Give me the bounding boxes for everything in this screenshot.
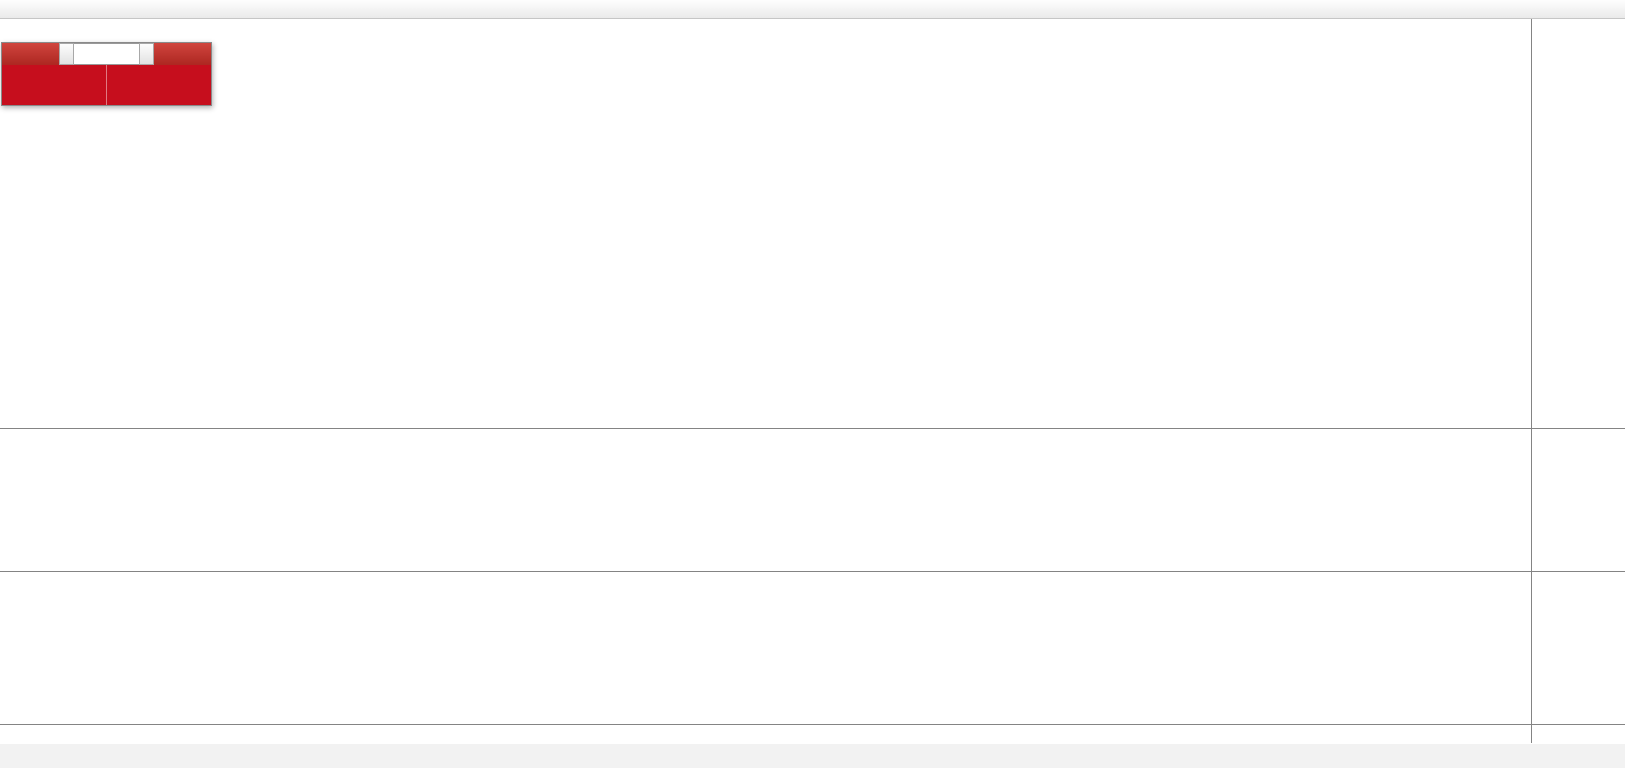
rsi-indicator-label — [4, 575, 9, 586]
main-toolbar — [0, 0, 1625, 19]
volume-up-button[interactable] — [139, 43, 154, 65]
bottom-strip — [0, 744, 1625, 768]
sell-price[interactable] — [2, 65, 106, 105]
trade-panel-controls — [2, 43, 211, 65]
buy-price[interactable] — [107, 65, 211, 105]
one-click-trading-panel — [1, 42, 212, 106]
time-axis[interactable] — [0, 727, 1532, 741]
rsi-pane-splitter[interactable] — [0, 571, 1625, 572]
price-divider — [106, 65, 107, 105]
price-axis-separator — [1531, 19, 1532, 743]
volume-input[interactable] — [74, 43, 139, 65]
trade-panel-prices — [2, 65, 211, 105]
time-axis-separator — [0, 724, 1625, 725]
buy-button[interactable] — [154, 43, 211, 65]
macd-pane-splitter[interactable] — [0, 428, 1625, 429]
macd-indicator-label — [4, 432, 14, 443]
volume-down-button[interactable] — [59, 43, 74, 65]
sell-button[interactable] — [2, 43, 59, 65]
